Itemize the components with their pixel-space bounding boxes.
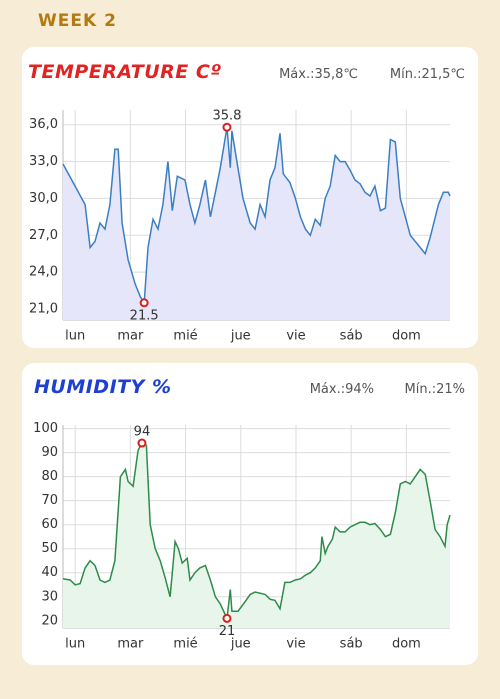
min-stat: Mín.:21% xyxy=(405,382,465,397)
x-tick-label: mar xyxy=(117,329,144,344)
x-tick-label: sáb xyxy=(340,637,363,652)
area xyxy=(63,443,450,628)
line xyxy=(62,441,451,622)
x-tick-label: dom xyxy=(392,637,421,652)
x-tick-label: vie xyxy=(286,637,305,652)
y-tick-label: 21,0 xyxy=(29,301,58,316)
chart-title: HUMIDITY % xyxy=(34,376,172,398)
week-header: WEEK 2 xyxy=(38,11,117,31)
x-tick-label: jue xyxy=(230,637,251,652)
y-tick-label: 30 xyxy=(41,589,58,604)
y-tick-label: 60 xyxy=(41,517,58,532)
max-stat: Máx.:35,8℃ xyxy=(279,67,358,82)
x-tick-label: lun xyxy=(65,329,85,344)
y-tick-label: 90 xyxy=(41,445,58,460)
max-stat: Máx.:94% xyxy=(310,382,374,397)
x-tick-label: mar xyxy=(117,637,144,652)
y-tick-label: 33,0 xyxy=(29,154,58,169)
line xyxy=(62,127,451,306)
x-tick-label: jue xyxy=(230,329,251,344)
y-tick-label: 50 xyxy=(41,541,58,556)
x-tick-label: lun xyxy=(65,637,85,652)
x-tick-label: mié xyxy=(173,637,197,652)
x-tick-label: dom xyxy=(392,329,421,344)
extreme-marker xyxy=(222,122,232,132)
y-tick-label: 36,0 xyxy=(29,117,58,132)
y-tick-label: 40 xyxy=(41,565,58,580)
extreme-label: 21.5 xyxy=(130,308,159,323)
min-stat: Mín.:21,5℃ xyxy=(390,67,465,82)
x-tick-label: sáb xyxy=(340,329,363,344)
y-tick-label: 80 xyxy=(41,469,58,484)
x-tick-label: vie xyxy=(286,329,305,344)
extreme-marker xyxy=(139,298,149,308)
y-tick-label: 24,0 xyxy=(29,265,58,280)
chart-title: TEMPERATURE Cº xyxy=(28,61,222,83)
x-tick-label: mié xyxy=(173,329,197,344)
extreme-label: 21 xyxy=(219,624,236,639)
extreme-label: 35.8 xyxy=(212,109,241,124)
y-tick-label: 70 xyxy=(41,493,58,508)
y-tick-label: 30,0 xyxy=(29,191,58,206)
extreme-marker xyxy=(137,438,147,448)
extreme-marker xyxy=(222,613,232,623)
y-tick-label: 27,0 xyxy=(29,228,58,243)
y-tick-label: 100 xyxy=(33,421,58,436)
y-tick-label: 20 xyxy=(41,613,58,628)
extreme-label: 94 xyxy=(134,425,151,440)
